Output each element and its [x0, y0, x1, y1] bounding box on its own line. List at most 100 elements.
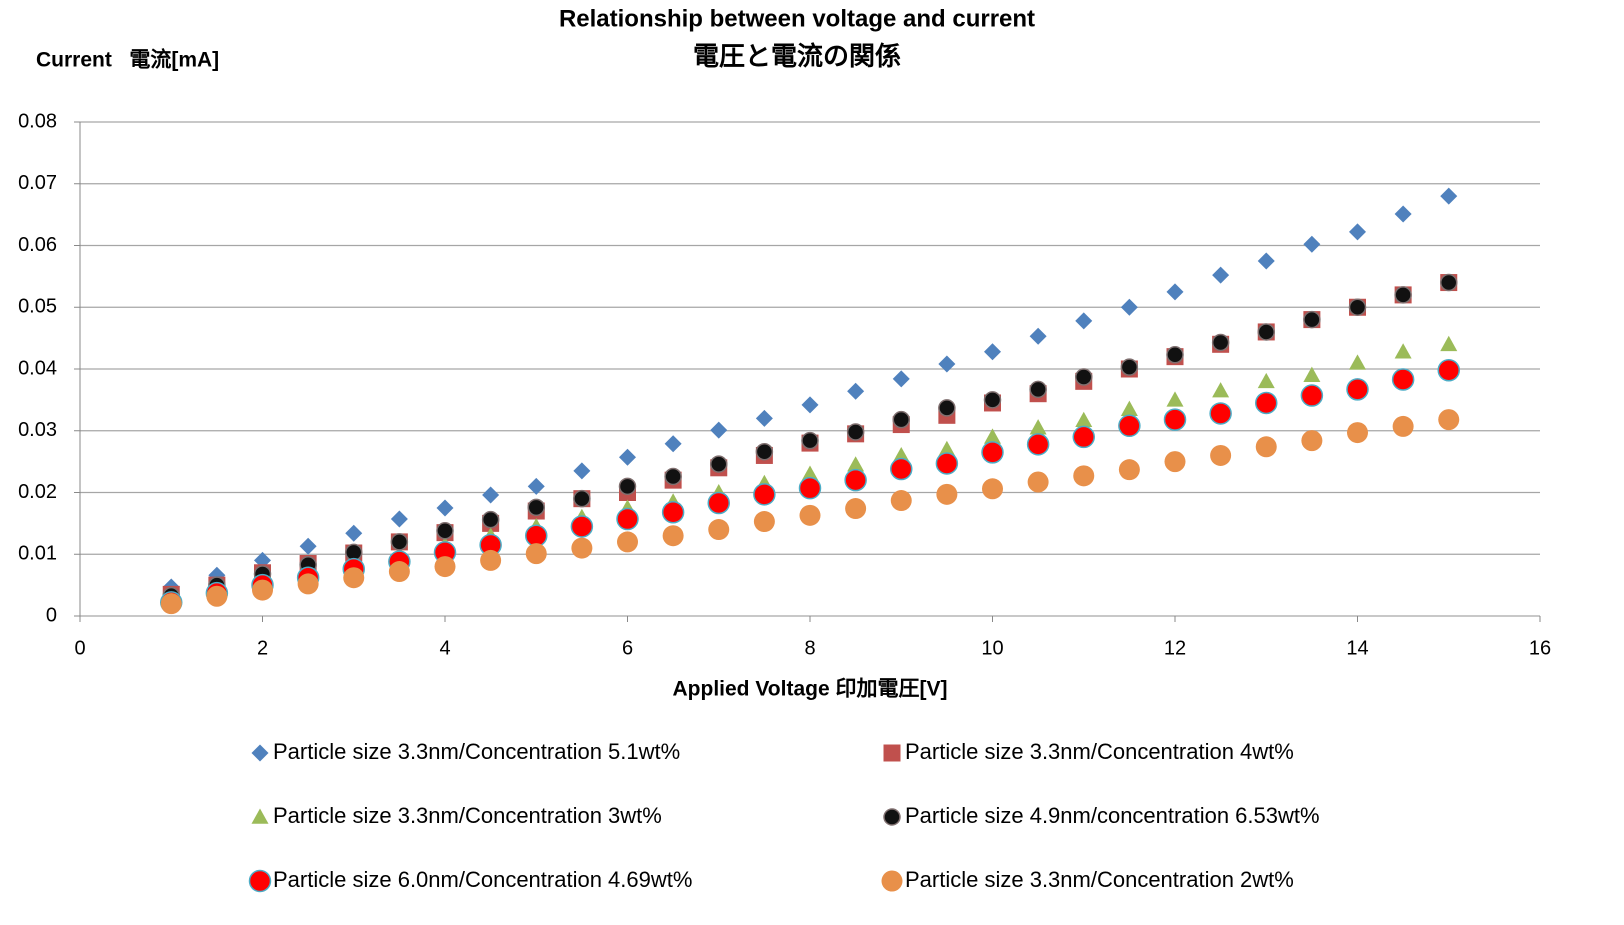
data-point: [618, 477, 637, 496]
data-point: [890, 457, 913, 481]
data-point: [1303, 366, 1321, 382]
data-point: [1166, 283, 1184, 301]
legend-marker: [248, 869, 272, 893]
data-point: [1346, 378, 1369, 401]
data-point: [983, 391, 1002, 409]
data-point: [252, 579, 273, 601]
legend-marker: [883, 744, 901, 762]
data-point: [938, 399, 956, 417]
y-tick-label: 0.02: [18, 481, 57, 503]
data-point: [1212, 266, 1230, 284]
data-point: [436, 522, 454, 540]
legend-label: Particle size 3.3nm/Concentration 3wt%: [273, 803, 662, 828]
data-point: [1026, 433, 1050, 456]
data-point: [844, 468, 867, 492]
data-point: [710, 455, 728, 473]
data-point: [619, 448, 636, 466]
data-point: [525, 543, 547, 565]
data-point: [345, 524, 363, 542]
x-tick-label: 2: [257, 637, 268, 659]
x-tick-label: 4: [439, 637, 450, 659]
data-point: [1438, 409, 1460, 431]
data-point: [206, 585, 228, 607]
data-point: [1301, 430, 1323, 452]
data-point: [845, 498, 867, 520]
data-point: [573, 462, 591, 480]
y-tick-label: 0.01: [18, 543, 57, 565]
legend-marker: [251, 808, 269, 824]
data-point: [1349, 223, 1366, 241]
data-point: [1348, 298, 1367, 316]
x-tick-label: 12: [1164, 637, 1186, 659]
legend-marker: [883, 808, 901, 826]
data-point: [798, 476, 822, 500]
data-point: [390, 533, 409, 551]
data-point: [1209, 402, 1232, 425]
chart-subtitle: 電圧と電流の関係: [693, 41, 901, 71]
data-point: [1073, 465, 1095, 487]
data-point: [1120, 298, 1138, 316]
data-point: [938, 355, 956, 373]
data-point: [1166, 391, 1184, 407]
data-point: [1257, 252, 1275, 270]
y-tick-label: 0.05: [18, 296, 57, 318]
legend-label: Particle size 4.9nm/concentration 6.53wt…: [905, 803, 1320, 828]
data-point: [753, 483, 776, 506]
x-tick-label: 6: [622, 637, 633, 659]
data-point: [1118, 459, 1140, 481]
legend-marker: [881, 870, 903, 892]
x-tick-label: 0: [74, 637, 85, 659]
data-point: [892, 446, 910, 463]
data-point: [1255, 391, 1278, 415]
y-tick-label: 0: [46, 604, 57, 626]
y-tick-label: 0.03: [18, 419, 57, 441]
data-point: [1029, 327, 1047, 345]
data-point: [616, 507, 639, 531]
y-axis-label: Current 電流[mA]: [36, 48, 219, 72]
data-point: [799, 504, 821, 526]
data-point: [892, 370, 910, 388]
data-point: [571, 537, 593, 559]
data-point: [1391, 368, 1415, 391]
data-point: [1075, 411, 1093, 428]
data-point: [1072, 425, 1095, 449]
data-point: [1210, 444, 1232, 466]
data-point: [1075, 368, 1093, 386]
data-point: [755, 442, 774, 461]
y-tick-label: 0.07: [18, 172, 57, 194]
x-tick-label: 16: [1529, 637, 1551, 659]
data-point: [981, 441, 1004, 464]
legend-label: Particle size 3.3nm/Concentration 2wt%: [905, 867, 1294, 892]
data-point: [1300, 384, 1324, 407]
data-point: [1440, 335, 1458, 352]
data-point: [1257, 323, 1275, 341]
data-point: [892, 410, 910, 429]
data-point: [846, 423, 865, 441]
y-tick-label: 0.04: [18, 357, 57, 379]
data-point: [527, 498, 545, 517]
data-point: [708, 519, 730, 541]
data-point: [1212, 382, 1230, 398]
data-point: [1349, 354, 1366, 370]
x-tick-label: 10: [981, 637, 1003, 659]
data-point: [890, 490, 912, 512]
data-point: [664, 435, 682, 453]
data-point: [1303, 310, 1321, 329]
data-point: [1166, 346, 1184, 364]
data-point: [847, 456, 865, 472]
data-point: [1029, 419, 1047, 435]
data-point: [1303, 235, 1321, 253]
data-point: [481, 510, 500, 529]
data-point: [1164, 451, 1186, 473]
data-point: [801, 396, 819, 414]
data-point: [664, 467, 682, 486]
data-point: [661, 501, 685, 524]
data-point: [388, 561, 410, 583]
data-point: [343, 567, 365, 589]
data-point: [1029, 380, 1047, 399]
y-tick-label: 0.06: [18, 234, 57, 256]
data-point: [936, 483, 958, 505]
data-point: [707, 491, 730, 515]
data-point: [1394, 205, 1412, 223]
data-point: [847, 382, 865, 400]
